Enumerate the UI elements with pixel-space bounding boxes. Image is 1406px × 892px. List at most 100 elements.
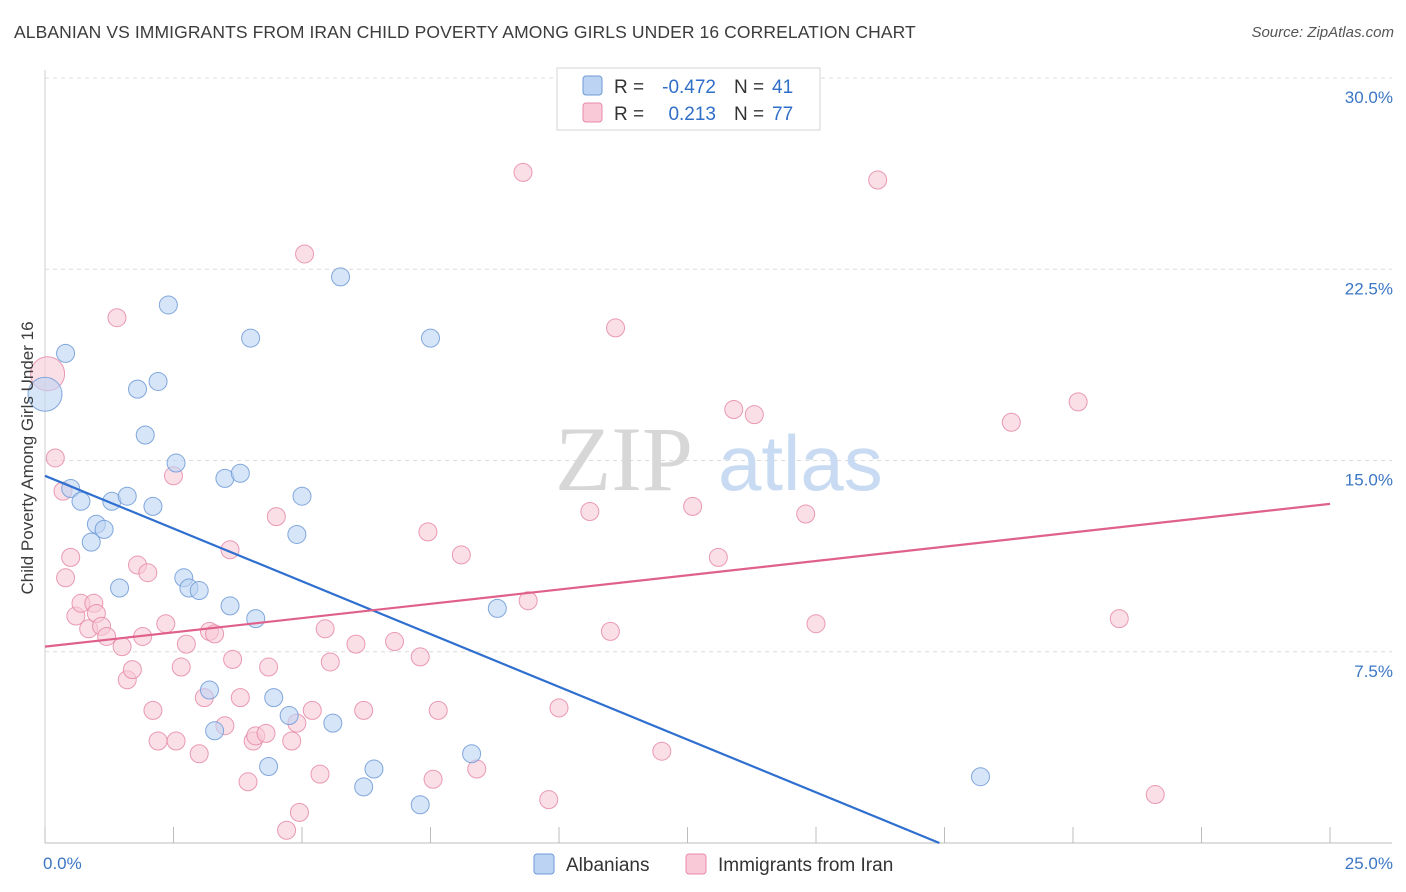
- y-tick-labels: 7.5% 15.0% 22.5% 30.0%: [1345, 88, 1393, 681]
- iran-point-61: [549, 698, 569, 718]
- iran-point-47: [315, 619, 335, 639]
- iran-point-37: [256, 723, 276, 743]
- iran-point-51: [385, 632, 405, 652]
- iran-point-45: [302, 700, 322, 720]
- legend-swatch-albanians: [533, 853, 555, 875]
- iran-point-32: [223, 649, 243, 669]
- iran-point-76: [1145, 785, 1165, 805]
- albanian-point-22: [220, 596, 240, 616]
- albanian-point-32: [331, 267, 351, 287]
- albanian-point-24: [241, 328, 261, 348]
- legend-r-label: R =: [614, 104, 644, 125]
- iran-point-46: [310, 764, 330, 784]
- watermark-atlas: atlas: [718, 419, 883, 507]
- albanian-point-3: [71, 491, 91, 511]
- y-axis-label: Child Poverty Among Girls Under 16: [18, 321, 37, 594]
- albanian-point-35: [410, 795, 430, 815]
- iran-point-69: [744, 405, 764, 425]
- iran-point-40: [277, 820, 297, 840]
- albanian-point-33: [354, 777, 374, 797]
- iran-point-43: [289, 802, 309, 822]
- iran-point-26: [189, 744, 209, 764]
- albanian-point-23: [230, 463, 250, 483]
- albanian-point-13: [148, 371, 168, 391]
- albanian-point-38: [487, 598, 507, 618]
- legend-swatch-iran: [685, 853, 707, 875]
- iran-point-56: [451, 545, 471, 565]
- legend-r-value: 0.213: [668, 104, 716, 125]
- albanian-point-14: [158, 295, 178, 315]
- iran-point-71: [806, 614, 826, 634]
- legend-r-label: R =: [614, 77, 644, 98]
- iran-point-62: [580, 502, 600, 521]
- iran-point-44: [295, 244, 315, 264]
- albanian-point-19: [199, 680, 219, 700]
- iran-point-54: [423, 769, 443, 789]
- legend-n-value: 77: [772, 104, 793, 125]
- iran-point-20: [148, 731, 168, 751]
- iran-point-50: [354, 700, 374, 720]
- legend-label-iran: Immigrants from Iran: [718, 855, 893, 876]
- iran-point-63: [600, 621, 620, 641]
- iran-point-55: [428, 700, 448, 720]
- albanian-point-15: [166, 453, 186, 473]
- iran-point-3: [56, 568, 76, 588]
- iran-point-67: [708, 547, 728, 567]
- albanian-point-29: [287, 524, 307, 544]
- legend-swatch-iran: [582, 102, 603, 123]
- source-credit: Source: ZipAtlas.com: [1251, 24, 1394, 41]
- albanian-point-31: [323, 713, 343, 733]
- legend-label-albanians: Albanians: [566, 855, 649, 876]
- iran-point-68: [724, 400, 744, 419]
- albanian-point-34: [364, 759, 384, 779]
- albanian-point-27: [264, 688, 284, 708]
- axes: [44, 70, 1392, 844]
- y-tick-label: 7.5%: [1354, 662, 1393, 681]
- legend-n-label: N =: [734, 104, 764, 125]
- watermark-zip: ZIP: [555, 408, 693, 510]
- albanian-point-30: [292, 486, 312, 506]
- albanian-point-9: [117, 486, 137, 506]
- iran-point-74: [1068, 392, 1088, 412]
- albanian-point-36: [421, 328, 440, 348]
- iran-point-49: [346, 634, 366, 654]
- iran-point-21: [156, 614, 176, 634]
- x-tick-label: 25.0%: [1345, 854, 1393, 873]
- iran-point-24: [171, 657, 191, 677]
- correlation-legend: R = -0.472 N = 41 R = 0.213 N = 77: [556, 67, 821, 131]
- iran-point-4: [61, 547, 81, 567]
- iran-point-70: [796, 504, 816, 524]
- iran-point-75: [1109, 609, 1129, 629]
- iran-point-41: [282, 731, 302, 751]
- albanian-point-20: [205, 721, 225, 741]
- albanian-point-4: [81, 532, 101, 552]
- legend-n-label: N =: [734, 77, 764, 98]
- albanian-point-11: [135, 425, 155, 445]
- albanian-point-37: [462, 744, 482, 764]
- iran-point-53: [418, 522, 438, 542]
- chart-title: ALBANIAN VS IMMIGRANTS FROM IRAN CHILD P…: [14, 22, 916, 42]
- iran-point-58: [513, 162, 533, 182]
- trend-lines: [44, 474, 1331, 845]
- albanian-point-39: [970, 767, 990, 787]
- iran-point-72: [868, 170, 888, 190]
- albanian-point-28: [279, 706, 299, 725]
- albanian-point-12: [143, 496, 163, 516]
- albanian-trend-line: [44, 474, 940, 845]
- legend-swatch-albanians: [582, 75, 603, 96]
- iran-point-15: [122, 660, 142, 680]
- x-tick-label: 0.0%: [43, 854, 82, 873]
- iran-trend-line: [44, 502, 1331, 648]
- iran-point-13: [112, 637, 132, 657]
- albanian-point-18: [189, 581, 209, 601]
- albanian-point-0: [27, 376, 63, 412]
- iran-point-38: [259, 657, 279, 677]
- y-tick-label: 15.0%: [1345, 471, 1393, 490]
- iran-point-73: [1001, 412, 1021, 432]
- albanian-point-10: [128, 379, 148, 399]
- iran-point-18: [138, 563, 158, 583]
- iran-point-64: [606, 318, 626, 338]
- series-legend: Albanians Immigrants from Iran: [533, 853, 893, 876]
- legend-n-value: 41: [772, 77, 793, 98]
